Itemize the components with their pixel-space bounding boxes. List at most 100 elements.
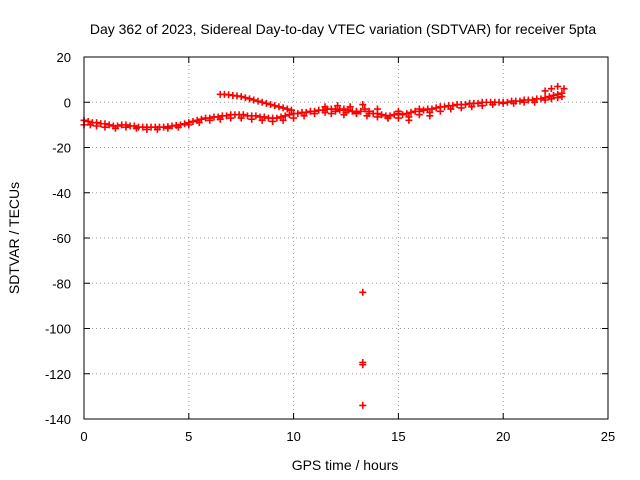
data-point [283,105,291,113]
data-point [537,95,545,103]
data-point [281,112,289,120]
data-point [503,98,511,106]
data-point [447,105,455,113]
data-point [279,116,287,124]
data-point [327,110,335,118]
data-point [153,125,161,133]
data-point [547,85,555,93]
data-point [258,116,266,124]
data-point [267,101,275,109]
axis-ticks: 0 5 10 15 20 25 20 0 -20 -40 -60 -80 -100 -120 -140 [45,50,615,444]
data-point [340,111,348,119]
y-tick-label: 20 [57,50,71,65]
data-point [531,98,539,106]
data-point [273,114,281,122]
data-point [394,107,402,115]
data-point [275,103,283,111]
data-point [352,108,360,116]
data-point [246,95,254,103]
data-point [378,111,386,119]
chart-title: Day 362 of 2023, Sidereal Day-to-day VTE… [90,21,597,37]
data-point [241,94,249,102]
data-point [334,102,342,110]
data-point [227,114,235,122]
data-point [554,82,562,90]
data-point [432,104,440,112]
data-point [516,97,524,105]
y-tick-label: -20 [52,141,71,156]
data-point [461,101,469,109]
data-point [258,98,266,106]
data-point [223,112,231,120]
data-point [132,124,140,132]
y-tick-label: 0 [64,95,71,110]
data-point [365,110,373,118]
data-point [321,103,329,111]
data-point [554,94,562,102]
data-point [359,361,367,369]
data-point [262,99,270,107]
data-point [237,93,245,101]
data-point [101,123,109,131]
data-points [80,82,568,409]
data-point [336,106,344,114]
data-point [558,93,566,101]
data-point [474,99,482,107]
data-point [394,114,402,122]
data-point [426,112,434,120]
data-point [510,99,518,107]
data-point [499,99,507,107]
data-point [478,102,486,110]
x-tick-label: 20 [496,429,510,444]
series-outliers [359,288,367,409]
y-tick-label: -60 [52,231,71,246]
data-point [384,114,392,122]
data-point [361,105,369,113]
data-point [420,106,428,114]
data-point [547,95,555,103]
data-point [359,288,367,296]
data-point [237,114,245,122]
data-point [86,121,94,129]
data-point [332,107,340,115]
data-point [436,103,444,111]
data-point [195,119,203,127]
data-point [399,111,407,119]
data-point [250,96,258,104]
data-point [294,110,302,118]
data-point [181,120,189,128]
x-tick-label: 5 [185,429,192,444]
data-point [206,116,214,124]
data-point [359,101,367,109]
y-tick-label: -80 [52,276,71,291]
data-point [105,121,113,129]
data-point [271,102,279,110]
data-point [248,115,256,123]
data-point [390,111,398,119]
series-band-spread [80,93,566,133]
series-jump-spikes [321,82,568,124]
data-point [541,87,549,95]
data-point [216,115,224,123]
data-point [185,121,193,129]
data-point [415,105,423,113]
data-point [254,97,262,105]
data-point [468,103,476,111]
x-tick-label: 10 [286,429,300,444]
data-point [164,124,172,132]
x-tick-label: 15 [391,429,405,444]
data-point [311,110,319,118]
data-point [285,111,293,119]
data-point [457,104,465,112]
data-point [252,112,260,120]
x-tick-label: 0 [80,429,87,444]
data-point [143,125,151,133]
data-point [373,113,381,121]
y-tick-label: -100 [45,322,71,337]
data-point [359,401,367,409]
series-main-trace [80,89,566,131]
data-point [489,101,497,109]
grid-layer [84,57,608,419]
y-tick-label: -120 [45,367,71,382]
